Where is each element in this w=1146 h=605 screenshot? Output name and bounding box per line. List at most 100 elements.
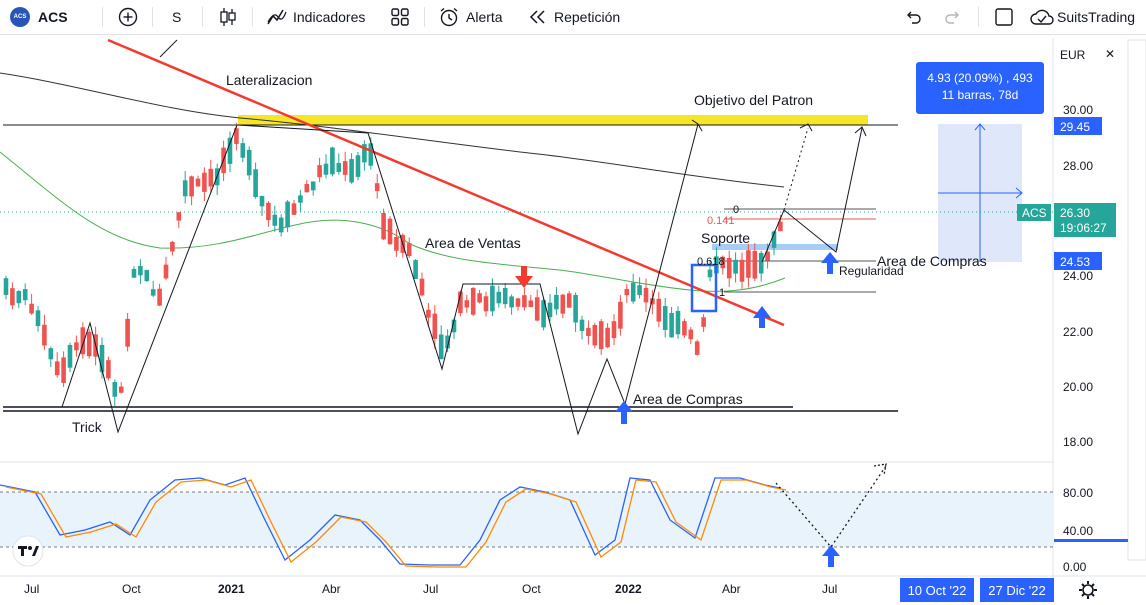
- templates-icon: [391, 8, 409, 26]
- symbol-selector[interactable]: ACS ACS: [10, 0, 68, 34]
- candle-body: [541, 300, 546, 328]
- candle-body: [310, 181, 316, 191]
- moving-average-long: [0, 72, 785, 188]
- gear-icon[interactable]: [1079, 581, 1097, 599]
- alert-button[interactable]: Alerta: [438, 0, 503, 34]
- plus-circle-icon: [118, 7, 138, 27]
- toolbar-divider: [252, 7, 253, 27]
- candle-body: [272, 214, 278, 226]
- replay-button[interactable]: Repetición: [528, 0, 620, 34]
- candle-body: [592, 324, 598, 346]
- price-tick: 20.00: [1063, 380, 1093, 394]
- rewind-icon: [529, 10, 545, 24]
- chart-type-button[interactable]: [218, 0, 238, 34]
- last-price-badge: [1054, 203, 1116, 237]
- undo-button[interactable]: [904, 0, 922, 34]
- interval-button[interactable]: S: [172, 0, 181, 34]
- pattern-path: [61, 123, 699, 436]
- candlestick-series: [3, 122, 783, 407]
- measure-change: 4.93 (20.09%) , 493: [927, 71, 1033, 85]
- candle-body: [208, 168, 214, 187]
- annotation-trick: Trick: [72, 419, 103, 435]
- time-tick: Jul: [423, 582, 438, 596]
- annotation-sell-area: Area de Ventas: [425, 235, 521, 251]
- candle-body: [285, 201, 290, 228]
- candle-body: [778, 221, 783, 232]
- candle-body: [522, 295, 527, 308]
- price-tick: 18.00: [1063, 435, 1093, 449]
- tradingview-icon[interactable]: [12, 535, 44, 567]
- candle-body: [74, 342, 79, 351]
- last-price-value: 26.30: [1060, 206, 1090, 220]
- candle-body: [330, 147, 335, 175]
- toolbar-divider: [424, 7, 425, 27]
- range-end-badge: 27 Dic '22: [980, 578, 1054, 602]
- time-tick: Jul: [24, 582, 39, 596]
- fib-level-label: 0.141: [707, 215, 735, 227]
- candle-body: [234, 128, 239, 144]
- templates-button[interactable]: [390, 0, 410, 34]
- price-tick: 22.00: [1063, 325, 1093, 339]
- candle-body: [406, 243, 412, 256]
- candle-body: [579, 319, 585, 331]
- right-sidebar[interactable]: [1127, 39, 1146, 561]
- candle-body: [682, 321, 687, 336]
- candle-body: [342, 161, 348, 175]
- candle-body: [675, 310, 681, 335]
- candle-body: [10, 288, 15, 306]
- indicators-button[interactable]: Indicadores: [266, 0, 365, 34]
- candle-body: [349, 159, 354, 183]
- price-tick: 30.00: [1063, 103, 1093, 117]
- candle-body: [42, 324, 47, 346]
- candle-body: [131, 268, 137, 278]
- toolbar-divider: [978, 7, 979, 27]
- candle-body: [323, 163, 329, 175]
- candle-body: [227, 137, 233, 164]
- candle-body: [144, 270, 150, 282]
- candle-body: [368, 143, 374, 166]
- top-toolbar: ACS ACS S Indicadores: [0, 0, 1146, 35]
- range-end-label: 27 Dic '22: [988, 582, 1046, 598]
- candle-body: [355, 155, 361, 177]
- candle-body: [630, 282, 636, 302]
- toolbar-divider: [202, 7, 203, 27]
- account-button[interactable]: SuitsTrading: [1030, 0, 1135, 34]
- close-icon[interactable]: ✕: [1105, 47, 1115, 61]
- fullscreen-button[interactable]: [994, 0, 1014, 34]
- candle-body: [266, 202, 271, 221]
- compare-button[interactable]: [118, 0, 138, 34]
- candle-body: [259, 195, 265, 207]
- candle-body: [432, 313, 438, 339]
- candle-body: [470, 287, 476, 315]
- candle-body: [35, 310, 41, 327]
- candle-body: [138, 265, 143, 276]
- square-icon: [995, 8, 1013, 26]
- currency-label: EUR: [1060, 48, 1086, 62]
- time-tick: Jul: [822, 582, 837, 596]
- range-start-label: 10 Oct '22: [907, 582, 967, 598]
- candle-body: [291, 203, 297, 215]
- projection-path: [761, 127, 863, 263]
- candle-body: [426, 309, 431, 318]
- redo-button[interactable]: [944, 0, 962, 34]
- candle-body: [304, 184, 310, 193]
- stochastic-k-line: [0, 477, 781, 566]
- candle-body: [458, 291, 463, 314]
- redo-icon: [945, 11, 959, 24]
- candle-body: [86, 331, 92, 357]
- oscillator-band: [0, 492, 1053, 547]
- time-tick: Oct: [122, 582, 141, 596]
- candle-body: [765, 251, 770, 261]
- candle-body: [656, 298, 662, 322]
- toolbar-divider: [102, 7, 103, 27]
- indicators-label: Indicadores: [293, 9, 366, 25]
- candle-body: [528, 300, 534, 308]
- candle-body: [554, 294, 559, 310]
- price-chart[interactable]: Lateralizacion Objetivo del Patron Area …: [0, 35, 1146, 605]
- down-trendline[interactable]: [107, 38, 785, 327]
- symbol-name: ACS: [38, 9, 68, 25]
- candle-body: [720, 256, 726, 269]
- candle-body: [662, 306, 668, 331]
- alarm-clock-icon: [440, 7, 458, 27]
- measure-tooltip: 4.93 (20.09%) , 493 11 barras, 78d: [916, 62, 1044, 114]
